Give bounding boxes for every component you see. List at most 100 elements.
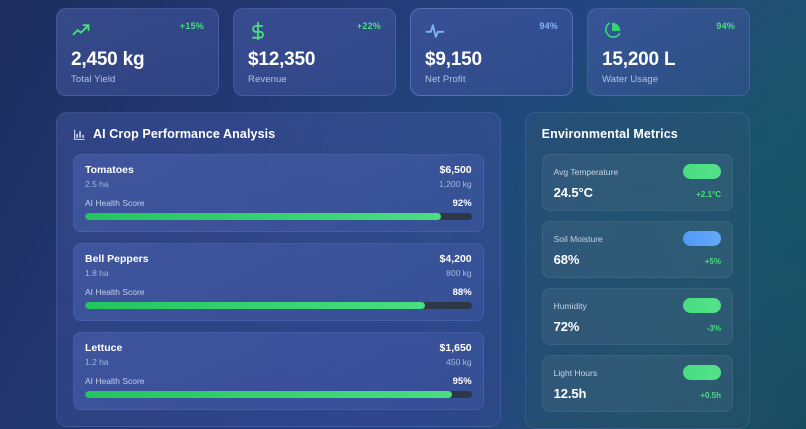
stat-card-total-yield[interactable]: +15% 2,450 kg Total Yield (56, 8, 219, 96)
crop-figures: $6,500 1,200 kg (439, 164, 472, 189)
table-row[interactable]: Bell Peppers 1.8 ha $4,200 800 kg AI Hea… (73, 243, 484, 321)
status-badge (683, 164, 721, 179)
metric-label: Soil Moisture (553, 233, 603, 244)
trending-up-icon (71, 21, 91, 41)
stat-label: Revenue (248, 74, 287, 85)
stat-card-header: 94% (425, 21, 558, 41)
score-label: AI Health Score (85, 376, 145, 386)
score-value: 88% (452, 287, 472, 298)
crop-panel-header: AI Crop Performance Analysis (73, 127, 484, 141)
pie-chart-icon (602, 21, 622, 41)
stat-value: 15,200 L (602, 49, 676, 71)
stat-card-water-usage[interactable]: 94% 15,200 L Water Usage (587, 8, 750, 96)
crop-identity: Lettuce 1.2 ha (85, 342, 122, 367)
environmental-metrics-panel: Environmental Metrics Avg Temperature 24… (524, 112, 750, 429)
list-item[interactable]: Avg Temperature 24.5°C +2.1°C (541, 154, 733, 211)
stat-value: $9,150 (425, 49, 482, 71)
status-badge (683, 298, 721, 313)
bar-chart-icon (73, 128, 86, 141)
metric-change: +5% (704, 257, 721, 266)
crop-name: Bell Peppers (85, 253, 149, 265)
metric-change: -3% (706, 324, 721, 333)
table-row[interactable]: Lettuce 1.2 ha $1,650 450 kg AI Health S… (73, 332, 484, 410)
list-item[interactable]: Humidity 72% -3% (541, 288, 733, 345)
crop-revenue: $6,500 (439, 164, 472, 176)
score-label: AI Health Score (85, 287, 145, 297)
score-label: AI Health Score (85, 198, 145, 208)
env-panel-title: Environmental Metrics (541, 127, 678, 141)
main-grid: AI Crop Performance Analysis Tomatoes 2.… (56, 112, 750, 429)
dollar-sign-icon (248, 21, 268, 41)
health-score-progress-fill (85, 302, 426, 309)
metric-top: Light Hours (554, 365, 721, 380)
health-score-progress-track (85, 391, 472, 398)
crop-identity: Bell Peppers 1.8 ha (85, 253, 149, 278)
crop-performance-panel: AI Crop Performance Analysis Tomatoes 2.… (56, 112, 501, 427)
stat-card-header: 94% (602, 21, 735, 41)
page-title: AI Crop Performance Analysis (93, 127, 276, 141)
crop-row-header: Tomatoes 2.5 ha $6,500 1,200 kg (85, 164, 472, 189)
metric-change: +0.5h (700, 391, 721, 400)
crop-figures: $4,200 800 kg (440, 253, 472, 278)
health-score-progress-track (85, 213, 472, 220)
metric-label: Light Hours (553, 367, 598, 378)
metric-value: 24.5°C (553, 185, 593, 200)
crop-row-header: Lettuce 1.2 ha $1,650 450 kg (85, 342, 472, 367)
crop-weight: 450 kg (446, 357, 472, 367)
metric-top: Avg Temperature (554, 164, 721, 179)
status-badge (683, 365, 721, 380)
stat-delta: 94% (716, 21, 735, 31)
metric-bottom: 72% -3% (554, 319, 721, 334)
crop-name: Lettuce (85, 342, 123, 354)
stat-card-header: +22% (248, 21, 381, 41)
stat-delta: +15% (179, 21, 204, 31)
stat-card-body: 15,200 L Water Usage (602, 44, 735, 85)
stat-delta: 94% (539, 21, 558, 31)
crop-figures: $1,650 450 kg (440, 342, 472, 367)
stat-value: 2,450 kg (71, 49, 145, 71)
crop-score-line: AI Health Score 88% (85, 287, 472, 298)
stat-card-body: $12,350 Revenue (248, 44, 381, 85)
metric-bottom: 68% +5% (554, 252, 721, 267)
crop-row-header: Bell Peppers 1.8 ha $4,200 800 kg (85, 253, 472, 278)
health-score-progress-track (85, 302, 472, 309)
crop-revenue: $1,650 (439, 342, 472, 354)
metric-value: 68% (553, 252, 580, 267)
crop-area: 2.5 ha (85, 179, 109, 189)
crop-area: 1.8 ha (85, 268, 109, 278)
metric-label: Humidity (553, 300, 587, 311)
crop-area: 1.2 ha (85, 357, 109, 367)
metric-bottom: 12.5h +0.5h (554, 386, 721, 401)
metric-bottom: 24.5°C +2.1°C (554, 185, 721, 200)
metric-value: 12.5h (553, 386, 587, 401)
stat-label: Net Profit (425, 74, 466, 85)
crop-score-line: AI Health Score 92% (85, 198, 472, 209)
crop-weight: 800 kg (446, 268, 472, 278)
env-panel-header: Environmental Metrics (542, 127, 733, 141)
stat-card-body: 2,450 kg Total Yield (71, 44, 204, 85)
metric-top: Soil Moisture (554, 231, 721, 246)
activity-pulse-icon (425, 21, 445, 41)
crop-identity: Tomatoes 2.5 ha (85, 164, 134, 189)
stats-row: +15% 2,450 kg Total Yield +22% $12,350 R… (56, 8, 750, 96)
stat-card-revenue[interactable]: +22% $12,350 Revenue (233, 8, 396, 96)
stat-label: Water Usage (602, 74, 659, 85)
stat-label: Total Yield (71, 74, 116, 85)
metric-top: Humidity (554, 298, 721, 313)
stat-card-body: $9,150 Net Profit (425, 44, 558, 85)
metric-change: +2.1°C (696, 190, 721, 199)
stat-card-net-profit[interactable]: 94% $9,150 Net Profit (410, 8, 573, 96)
table-row[interactable]: Tomatoes 2.5 ha $6,500 1,200 kg AI Healt… (73, 154, 484, 232)
stat-value: $12,350 (248, 49, 316, 71)
stat-delta: +22% (356, 21, 381, 31)
score-value: 92% (452, 198, 472, 209)
list-item[interactable]: Light Hours 12.5h +0.5h (541, 355, 733, 412)
crop-name: Tomatoes (85, 164, 134, 176)
status-badge (683, 231, 721, 246)
list-item[interactable]: Soil Moisture 68% +5% (541, 221, 733, 278)
metric-label: Avg Temperature (553, 166, 619, 177)
crop-weight: 1,200 kg (439, 179, 472, 189)
metric-value: 72% (553, 319, 580, 334)
stat-card-header: +15% (71, 21, 204, 41)
